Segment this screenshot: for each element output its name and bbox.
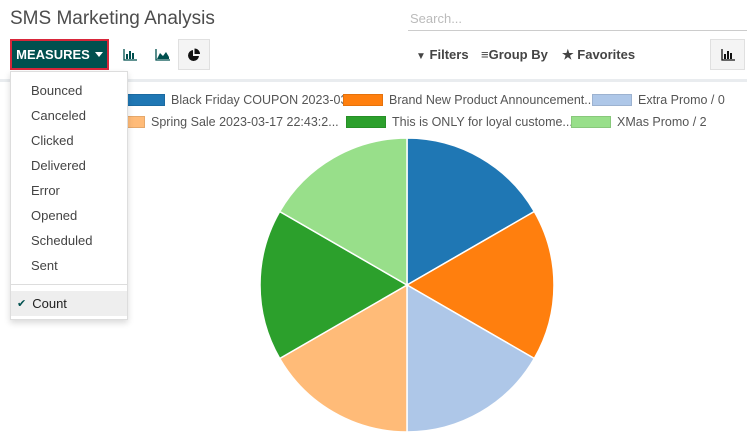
- legend-item[interactable]: XMas Promo / 2: [571, 115, 707, 129]
- legend-label: Black Friday COUPON 2023-03-17...: [171, 93, 376, 107]
- line-chart-view-button[interactable]: [146, 39, 178, 70]
- legend-swatch: [571, 116, 611, 128]
- group-by-button[interactable]: ≡Group By: [481, 47, 548, 62]
- legend-swatch: [346, 116, 386, 128]
- switch-view-button[interactable]: [710, 39, 745, 70]
- legend-label: Spring Sale 2023-03-17 22:43:2...: [151, 115, 339, 129]
- measure-item-clicked[interactable]: Clicked: [31, 133, 74, 148]
- menu-divider: [11, 284, 127, 285]
- divider: [0, 79, 747, 82]
- favorites-label: Favorites: [577, 47, 636, 62]
- measure-item-canceled[interactable]: Canceled: [31, 108, 86, 123]
- search-input[interactable]: [408, 6, 747, 31]
- legend-label: Extra Promo / 0: [638, 93, 725, 107]
- measure-item-sent[interactable]: Sent: [31, 258, 58, 273]
- bar-chart-icon: [720, 48, 735, 61]
- legend-label: This is ONLY for loyal custome...: [392, 115, 573, 129]
- area-chart-icon: [154, 48, 170, 61]
- group-by-label: Group By: [488, 47, 548, 62]
- legend-item[interactable]: This is ONLY for loyal custome...: [346, 115, 573, 129]
- pie-slice[interactable]: [259, 210, 409, 360]
- measure-item-scheduled[interactable]: Scheduled: [31, 233, 93, 248]
- measure-item-count[interactable]: ✔ Count: [11, 291, 127, 316]
- legend-swatch: [592, 94, 632, 106]
- star-icon: ★: [562, 47, 574, 62]
- filter-icon: ▼: [416, 51, 426, 62]
- measures-button[interactable]: MEASURES: [10, 39, 109, 70]
- pie-slice[interactable]: [278, 137, 408, 287]
- pie-slice[interactable]: [278, 283, 408, 433]
- measures-label: MEASURES: [16, 47, 90, 62]
- filters-label: Filters: [429, 47, 469, 62]
- measure-item-bounced[interactable]: Bounced: [31, 83, 83, 98]
- measure-label: Count: [32, 296, 67, 311]
- pie-slice[interactable]: [405, 210, 555, 360]
- bars-icon: ≡: [481, 47, 489, 62]
- favorites-button[interactable]: ★ Favorites: [562, 47, 635, 63]
- bar-chart-icon: [123, 48, 137, 61]
- measure-item-error[interactable]: Error: [31, 183, 60, 198]
- legend-label: XMas Promo / 2: [617, 115, 707, 129]
- legend-label: Brand New Product Announcement...: [389, 93, 595, 107]
- pie-chart-icon: [188, 48, 200, 61]
- legend-item[interactable]: Brand New Product Announcement...: [343, 93, 595, 107]
- pie-chart-view-button[interactable]: [178, 39, 210, 70]
- legend-item[interactable]: Extra Promo / 0: [592, 93, 725, 107]
- measures-dropdown: Bounced Canceled Clicked Delivered Error Open…: [10, 71, 128, 320]
- measure-item-opened[interactable]: Opened: [31, 208, 78, 223]
- pie-slice[interactable]: [406, 283, 536, 433]
- legend-swatch: [343, 94, 383, 106]
- caret-down-icon: [94, 52, 103, 57]
- filters-button[interactable]: ▼ Filters: [416, 47, 469, 62]
- bar-chart-view-button[interactable]: [114, 39, 146, 70]
- measure-item-delivered[interactable]: Delivered: [31, 158, 86, 173]
- pie-slice[interactable]: [406, 137, 536, 287]
- check-icon: ✔: [17, 298, 27, 310]
- page-title: SMS Marketing Analysis: [10, 8, 215, 29]
